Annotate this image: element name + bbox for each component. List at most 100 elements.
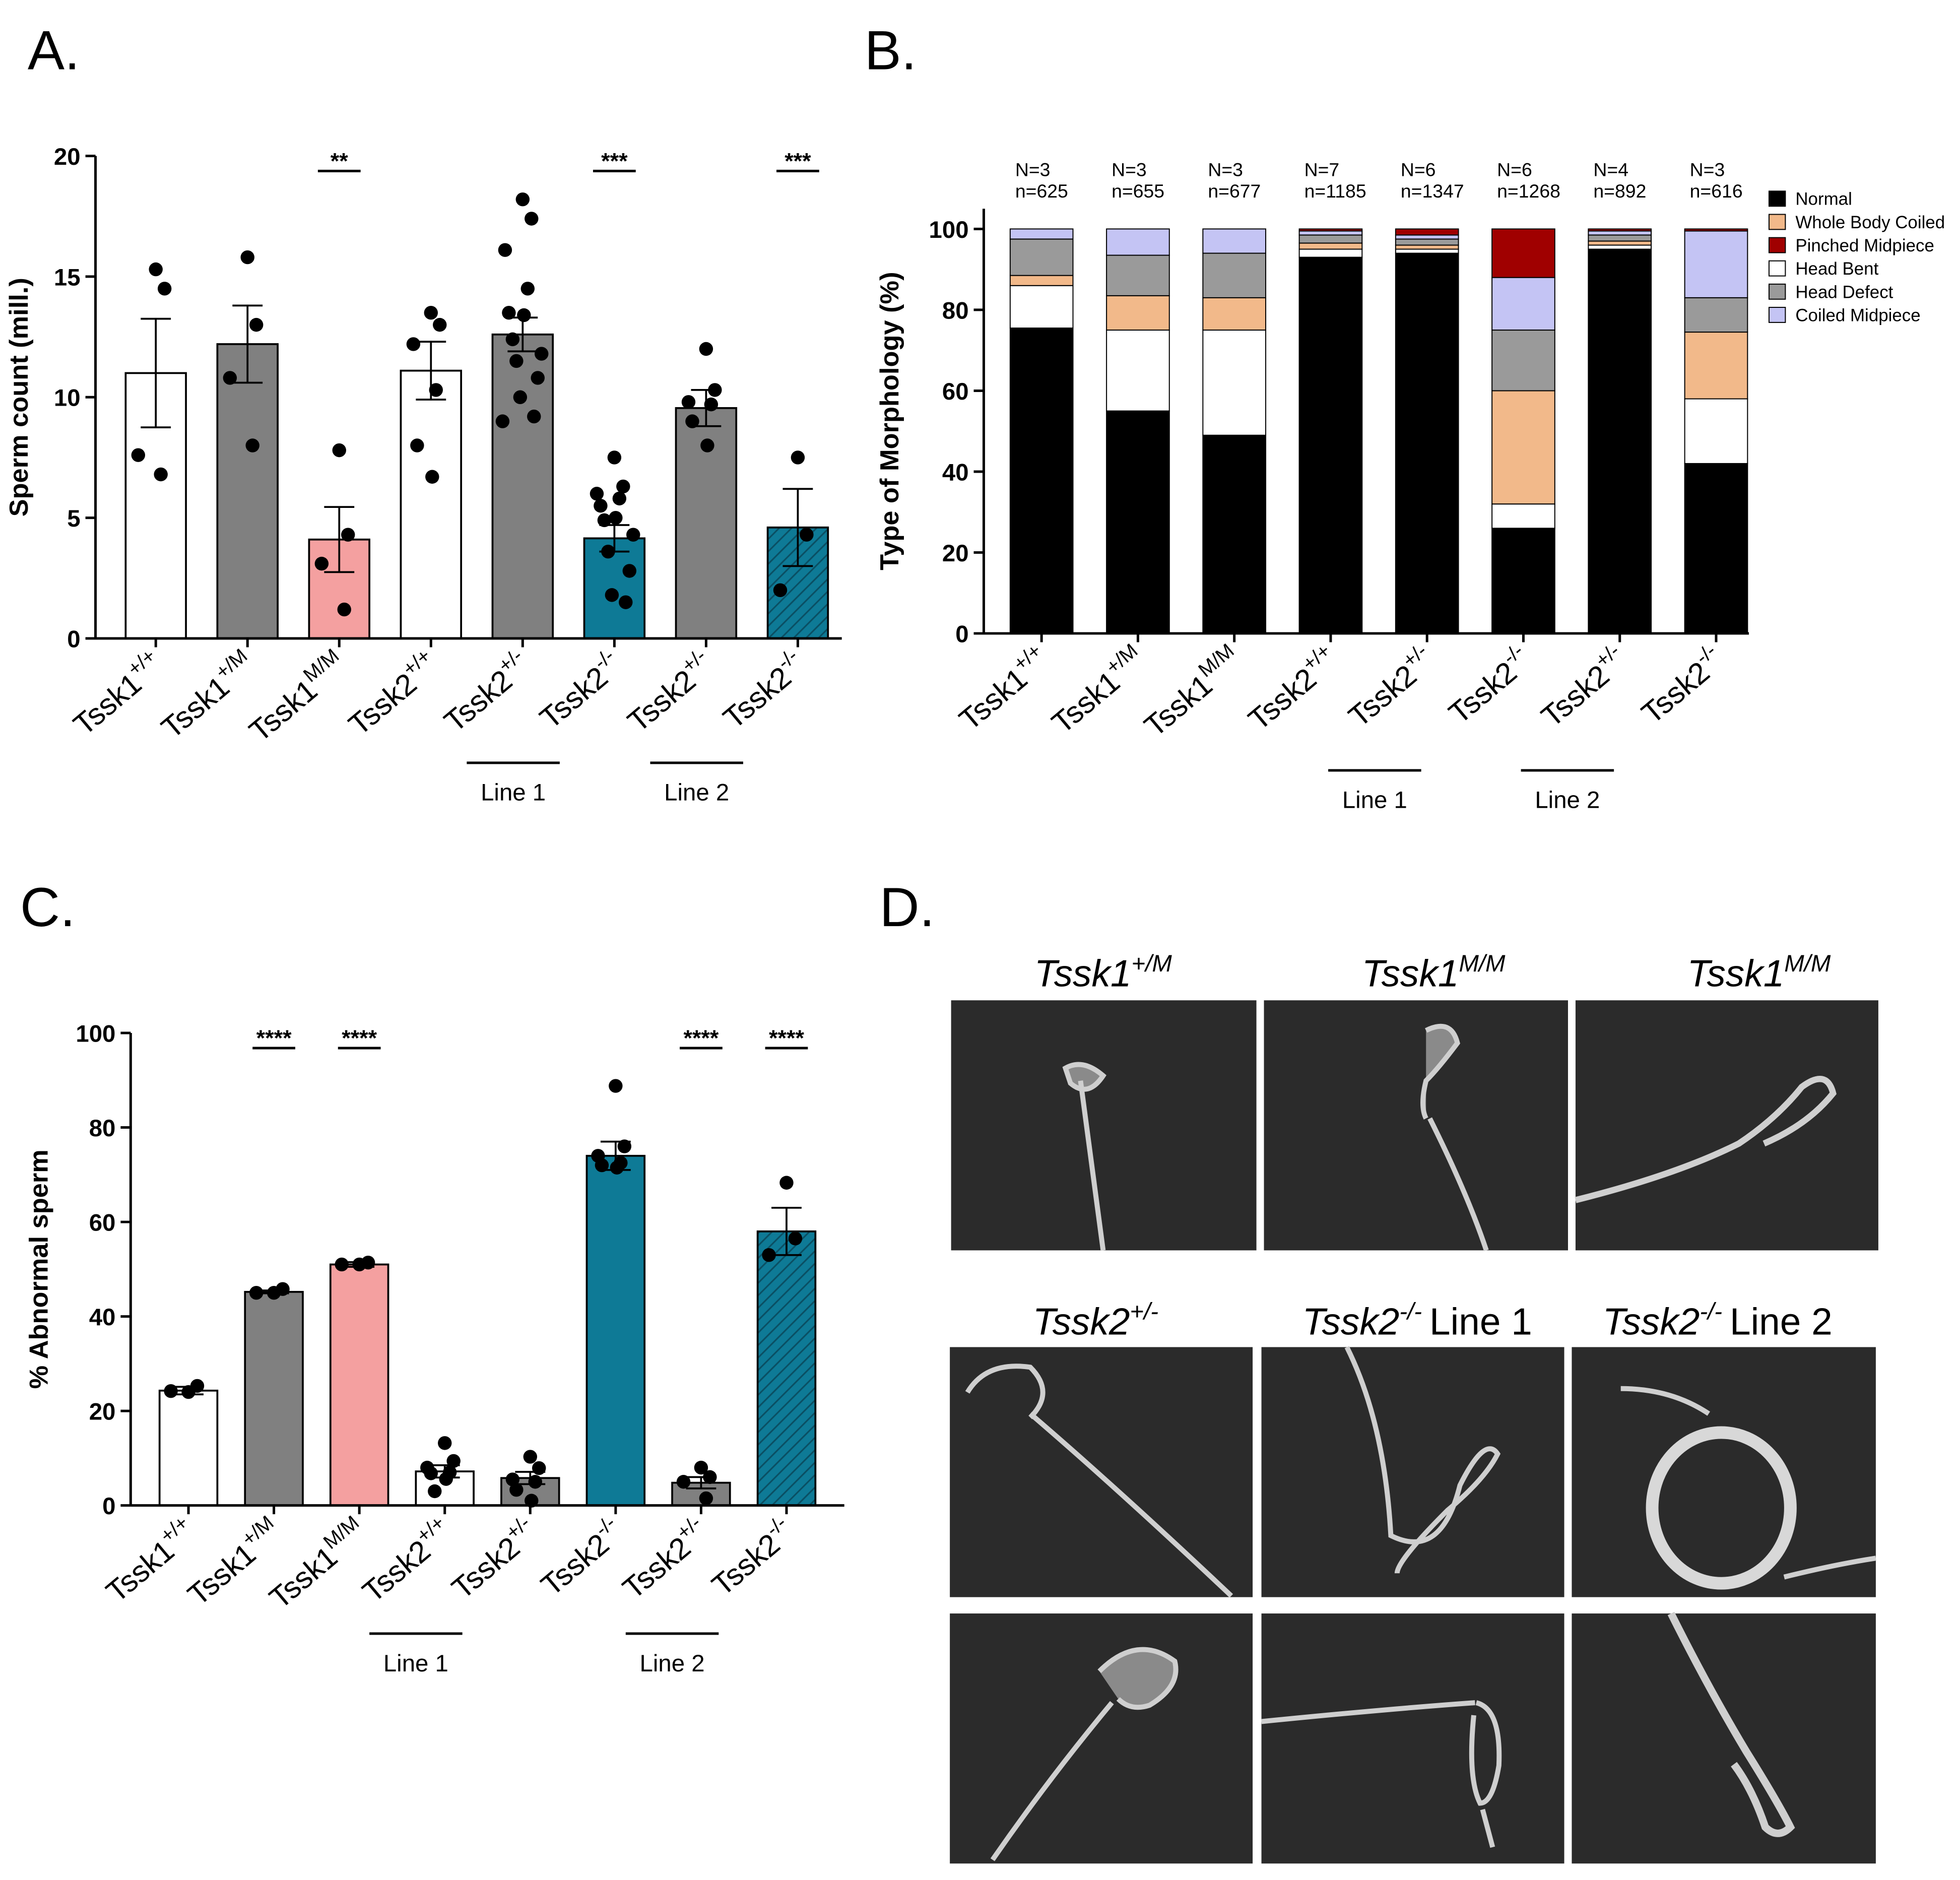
significance: *** xyxy=(601,148,628,173)
significance: **** xyxy=(683,1025,718,1051)
x-tick-label: Tssk1M/M xyxy=(240,644,354,748)
x-tick-label: Tssk2+/- xyxy=(442,1512,544,1606)
data-point xyxy=(424,305,438,320)
gene: Tssk2 xyxy=(1302,1300,1400,1342)
data-point xyxy=(528,1475,542,1489)
x-tick-label: Tssk2-/- xyxy=(714,644,812,735)
micrograph xyxy=(1572,1347,1876,1597)
y-axis-title: % Abnormal sperm xyxy=(25,1149,54,1389)
y-tick-label: 10 xyxy=(54,385,81,412)
error-bar xyxy=(141,317,171,428)
data-point xyxy=(223,371,237,385)
legend-label: Whole Body Coiled xyxy=(1795,213,1945,232)
micrograph xyxy=(950,1613,1253,1864)
bar-segment xyxy=(1298,234,1363,244)
legend-swatch xyxy=(1768,214,1786,230)
micrograph xyxy=(1575,1000,1878,1251)
sperm xyxy=(1667,1611,1795,1837)
y-tick-label: 15 xyxy=(54,264,81,291)
data-point xyxy=(438,1436,452,1450)
gene: Tssk1 xyxy=(1362,952,1459,995)
bar-segment xyxy=(1491,330,1555,392)
data-point xyxy=(609,510,623,525)
data-point xyxy=(332,443,346,458)
sample-size: N=3 xyxy=(1015,159,1051,180)
bar-segment xyxy=(1684,398,1748,464)
data-point xyxy=(607,450,622,465)
data-point xyxy=(424,1466,438,1480)
significance: **** xyxy=(342,1025,377,1051)
micrograph xyxy=(1261,1347,1564,1597)
line-label: Line 1 xyxy=(1429,1300,1532,1342)
x-tick-label: Tssk1+/+ xyxy=(950,639,1056,737)
data-point xyxy=(314,556,329,571)
bar xyxy=(756,1230,817,1507)
group-label: Line 1 xyxy=(481,780,546,806)
bar-segment xyxy=(1202,434,1267,634)
bar-segment xyxy=(1588,244,1652,250)
bar xyxy=(585,1154,646,1507)
legend-label: Pinched Midpiece xyxy=(1795,236,1934,255)
y-tick-label: 80 xyxy=(89,1115,116,1142)
data-point xyxy=(703,1470,717,1484)
data-point xyxy=(779,1176,794,1190)
gene: Tssk1 xyxy=(1034,952,1132,995)
bar-segment xyxy=(1491,228,1555,278)
significance: **** xyxy=(256,1025,292,1051)
panel-label: D. xyxy=(880,877,935,938)
data-point xyxy=(699,1491,713,1506)
data-point xyxy=(433,317,447,332)
data-point xyxy=(164,1384,178,1398)
data-point xyxy=(800,528,814,542)
data-point xyxy=(429,383,443,397)
data-point xyxy=(425,470,439,484)
sample-size: n=1185 xyxy=(1304,180,1366,202)
sample-size: n=616 xyxy=(1690,180,1743,202)
sperm xyxy=(965,1364,1233,1598)
data-point xyxy=(240,250,254,265)
bar-segment xyxy=(1106,410,1170,634)
data-point xyxy=(525,212,539,226)
data-point xyxy=(276,1282,290,1296)
bar-segment xyxy=(1491,503,1555,529)
genotype: +/- xyxy=(1130,1299,1158,1325)
data-point xyxy=(498,243,512,257)
legend-swatch xyxy=(1768,190,1786,207)
genotype: M/M xyxy=(1784,950,1831,977)
bar-segment xyxy=(1395,252,1459,634)
y-tick-label: 60 xyxy=(942,378,969,405)
y-tick-label: 80 xyxy=(942,297,969,324)
error-bar xyxy=(324,506,355,573)
sample-size: N=4 xyxy=(1593,159,1628,180)
data-point xyxy=(509,354,524,368)
data-point xyxy=(699,342,713,356)
bar-segment xyxy=(1491,390,1555,505)
y-tick-label: 0 xyxy=(102,1493,115,1520)
x-tick-label: Tssk2+/- xyxy=(619,644,721,739)
x-tick-label: Tssk2+/+ xyxy=(353,1512,459,1609)
error-bar xyxy=(782,488,813,567)
x-tick-label: Tssk2+/+ xyxy=(1239,639,1345,737)
x-tick-label: Tssk2-/- xyxy=(531,644,628,735)
x-tick-label: Tssk1+/M xyxy=(152,644,262,745)
bar-segment xyxy=(1202,252,1267,298)
bar-segment xyxy=(1395,248,1459,254)
error-bar xyxy=(771,1207,802,1256)
bar-segment xyxy=(1588,240,1652,246)
data-point xyxy=(410,438,424,452)
data-point xyxy=(527,409,541,424)
data-point xyxy=(612,491,627,506)
legend-swatch xyxy=(1768,237,1786,253)
y-tick-label: 20 xyxy=(54,144,81,170)
data-point xyxy=(245,438,259,452)
x-tick-label: Tssk1M/M xyxy=(1135,639,1249,743)
group-label: Line 2 xyxy=(1535,787,1600,814)
sperm xyxy=(1575,1076,1837,1203)
data-point xyxy=(685,414,699,428)
data-point xyxy=(149,262,163,277)
bar-segment xyxy=(1202,330,1267,436)
data-point xyxy=(704,397,718,412)
bar-segment xyxy=(1588,230,1652,236)
group-label: Line 1 xyxy=(1342,787,1407,814)
data-point xyxy=(502,305,516,320)
